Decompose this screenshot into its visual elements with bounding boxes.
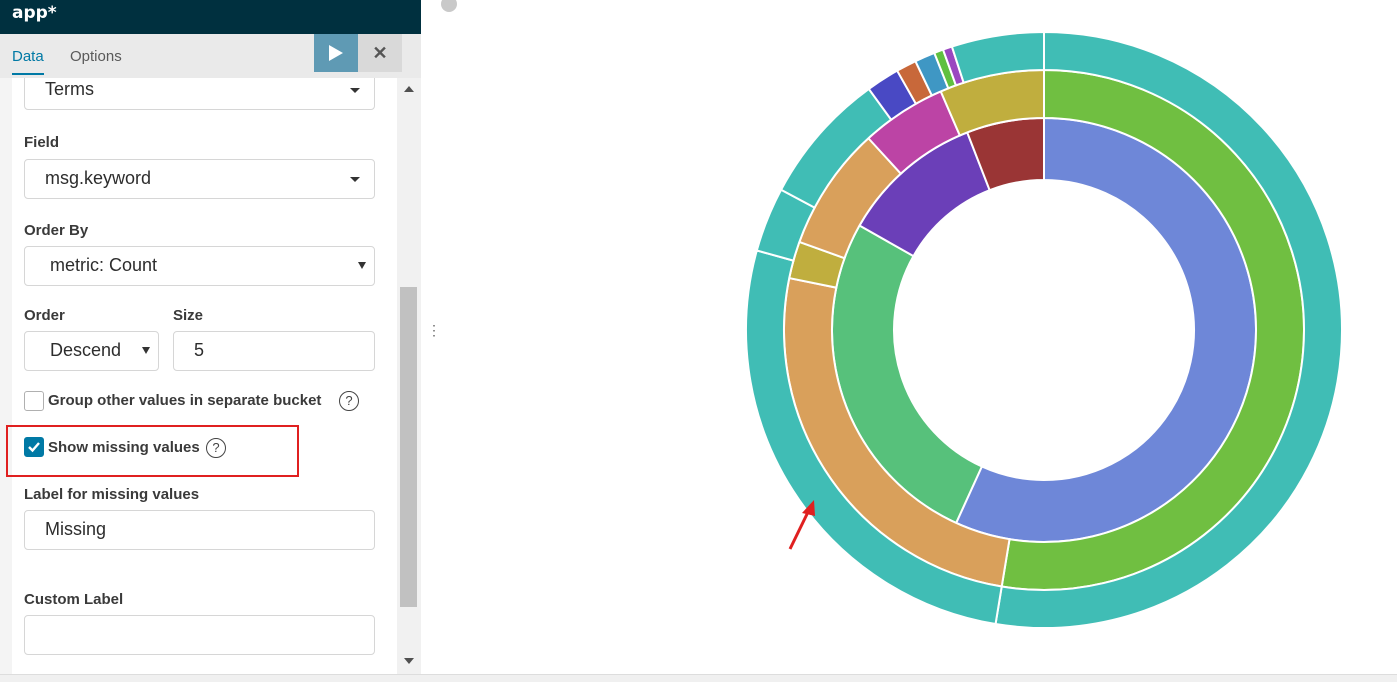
custom-label-input[interactable] [24, 615, 375, 655]
help-icon[interactable]: ? [339, 391, 359, 411]
size-input[interactable]: 5 [173, 331, 375, 371]
ring3-slice-1[interactable] [994, 30, 1343, 629]
close-icon: ✕ [372, 43, 388, 63]
field-select[interactable]: msg.keyword [24, 159, 375, 199]
collapse-sidebar-icon[interactable] [441, 0, 457, 12]
panel-gutter [0, 78, 12, 674]
order-value: Descend [50, 340, 122, 360]
tab-options[interactable]: Options [70, 48, 122, 65]
order-by-value: metric: Count [50, 255, 158, 275]
missing-label-input[interactable]: Missing [24, 510, 375, 550]
caret-down-icon [142, 347, 150, 354]
size-label: Size [173, 307, 204, 324]
scrollbar-thumb[interactable] [400, 287, 417, 607]
panel-scrollbar[interactable] [397, 78, 421, 674]
field-label: Field [24, 134, 60, 151]
scroll-up-icon[interactable] [404, 86, 414, 92]
order-by-label: Order By [24, 222, 89, 239]
data-panel: Terms Field msg.keyword Order By metric:… [12, 78, 397, 674]
editor-sidebar: app* Data Options ✕ Terms Field msg.keyw… [0, 0, 421, 682]
play-icon [329, 45, 343, 61]
apply-changes-button[interactable] [314, 34, 358, 72]
aggregation-select[interactable]: Terms [24, 78, 375, 110]
editor-tabs: Data Options ✕ [0, 34, 421, 78]
missing-label-value: Missing [45, 519, 107, 539]
show-missing-checkbox[interactable] [24, 437, 44, 457]
order-label: Order [24, 307, 65, 324]
ring3-slice-10[interactable] [950, 30, 1045, 84]
show-missing-label: Show missing values [48, 439, 200, 456]
app-title: app* [0, 0, 421, 34]
missing-label-label: Label for missing values [24, 486, 200, 503]
scroll-down-icon[interactable] [404, 658, 414, 664]
sunburst-chart [745, 30, 1343, 629]
aggregation-value: Terms [45, 79, 94, 99]
caret-down-icon [358, 262, 366, 269]
checkmark-icon [28, 442, 40, 453]
group-other-label: Group other values in separate bucket [48, 392, 322, 409]
caret-down-icon [350, 177, 360, 182]
group-other-checkbox[interactable] [24, 391, 44, 411]
tab-data[interactable]: Data [12, 48, 44, 75]
field-value: msg.keyword [45, 168, 152, 188]
bottom-scrollbar [0, 674, 1397, 682]
caret-down-icon [350, 88, 360, 93]
help-icon[interactable]: ? [206, 438, 226, 458]
highlight-box [6, 425, 299, 477]
resize-handle-icon[interactable]: ⋮ [427, 322, 441, 338]
custom-label-label: Custom Label [24, 591, 124, 608]
order-select[interactable]: Descend [24, 331, 159, 371]
size-value: 5 [194, 340, 205, 360]
order-by-select[interactable]: metric: Count [24, 246, 375, 286]
discard-button[interactable]: ✕ [358, 34, 402, 72]
annotation-arrow [788, 500, 815, 550]
